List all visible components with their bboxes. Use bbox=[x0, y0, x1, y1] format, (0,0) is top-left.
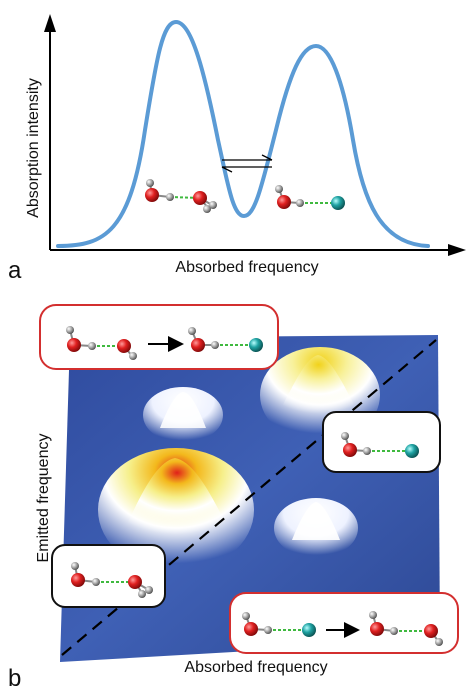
water-dimer-molecule bbox=[66, 326, 137, 360]
water-dimer-molecule bbox=[369, 611, 443, 646]
cross-peak-box-dimer-to-anion bbox=[39, 304, 279, 370]
water-dimer-molecule bbox=[145, 179, 217, 213]
panel-a: Absorption intensity Absorbed frequency … bbox=[8, 14, 466, 284]
panel-b: Emitted frequency Absorbed frequency b bbox=[8, 304, 459, 689]
y-axis-label-b: Emitted frequency bbox=[35, 434, 52, 563]
y-axis-a-arrowhead bbox=[44, 14, 56, 32]
x-axis-label-a: Absorbed frequency bbox=[175, 259, 318, 276]
cross-peak-box-anion-to-dimer bbox=[229, 592, 459, 654]
absorption-curve bbox=[56, 19, 430, 248]
water-anion-molecule bbox=[188, 327, 263, 352]
water-anion-molecule bbox=[275, 185, 345, 210]
x-axis-label-b: Absorbed frequency bbox=[184, 659, 327, 676]
panel-label-b: b bbox=[8, 665, 21, 689]
diagonal-peak-box-dimer bbox=[51, 544, 166, 608]
equilibrium-arrows bbox=[221, 154, 273, 173]
water-anion-molecule bbox=[242, 612, 316, 637]
y-axis-label-a: Absorption intensity bbox=[25, 78, 42, 218]
panel-label-a: a bbox=[8, 257, 22, 284]
diagonal-peak-box-anion bbox=[322, 411, 441, 473]
x-axis-a-arrowhead bbox=[448, 244, 466, 256]
